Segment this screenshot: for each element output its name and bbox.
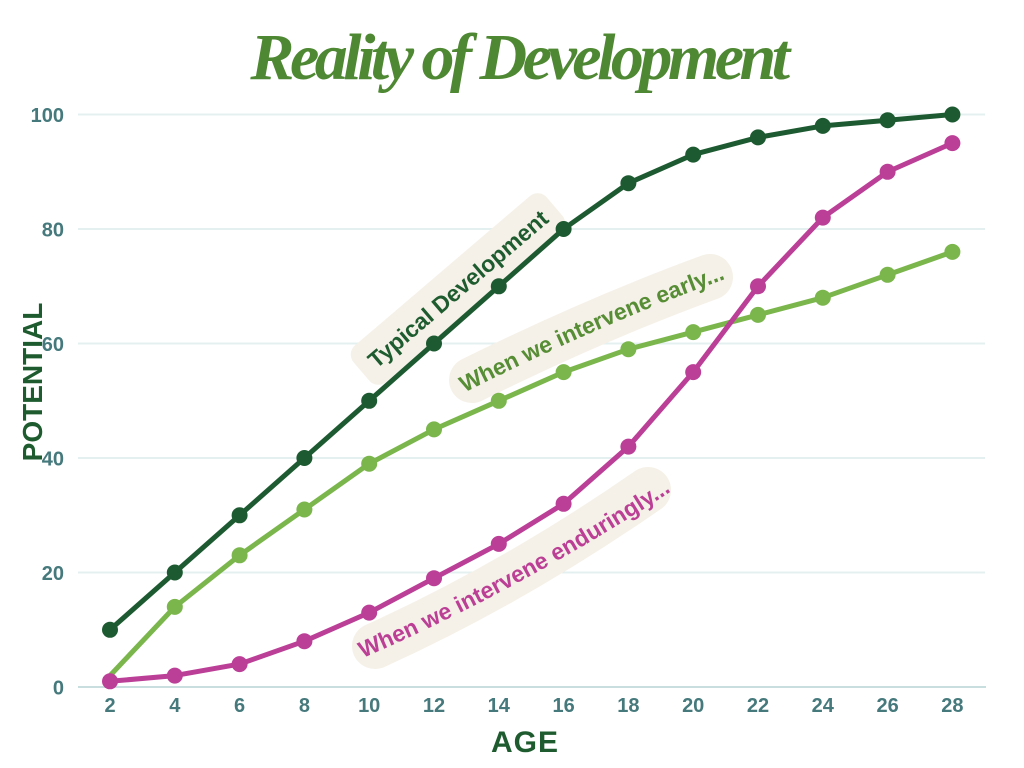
svg-text:20: 20 [42, 563, 64, 585]
svg-text:24: 24 [812, 695, 835, 717]
svg-text:When we intervene enduringly..: When we intervene enduringly... [354, 474, 674, 663]
svg-text:16: 16 [552, 695, 574, 717]
svg-text:60: 60 [42, 334, 64, 356]
svg-text:0: 0 [53, 678, 64, 700]
svg-text:80: 80 [42, 220, 64, 242]
svg-text:6: 6 [234, 695, 245, 717]
svg-text:12: 12 [423, 695, 445, 717]
svg-text:Reality of Development: Reality of Development [249, 21, 791, 94]
svg-text:4: 4 [169, 695, 181, 717]
svg-text:22: 22 [747, 695, 769, 717]
svg-text:28: 28 [941, 695, 963, 717]
svg-text:18: 18 [617, 695, 639, 717]
svg-text:26: 26 [876, 695, 898, 717]
svg-text:AGE: AGE [491, 726, 559, 759]
svg-text:2: 2 [104, 695, 115, 717]
svg-text:10: 10 [358, 695, 380, 717]
svg-text:14: 14 [488, 695, 511, 717]
svg-text:20: 20 [682, 695, 704, 717]
svg-text:40: 40 [42, 449, 64, 471]
svg-text:8: 8 [299, 695, 310, 717]
svg-text:100: 100 [31, 105, 64, 127]
svg-text:POTENTIAL: POTENTIAL [17, 303, 48, 462]
